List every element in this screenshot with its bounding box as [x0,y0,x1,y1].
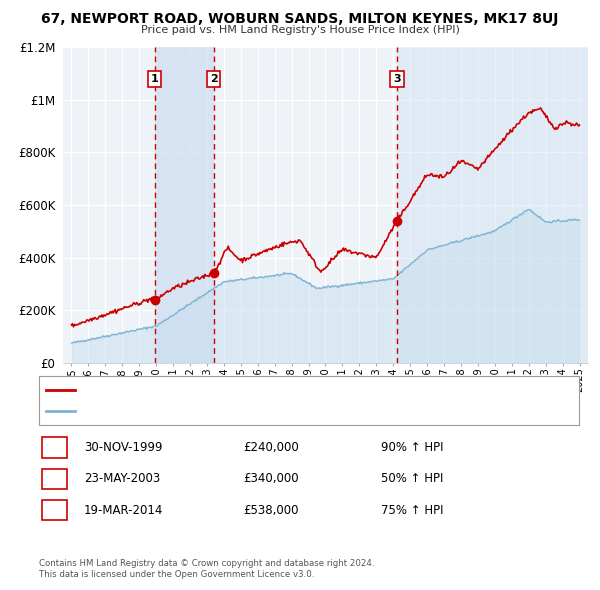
Text: HPI: Average price, detached house, Milton Keynes: HPI: Average price, detached house, Milt… [80,407,329,417]
Text: 30-NOV-1999: 30-NOV-1999 [84,441,163,454]
Text: 67, NEWPORT ROAD, WOBURN SANDS, MILTON KEYNES, MK17 8UJ: 67, NEWPORT ROAD, WOBURN SANDS, MILTON K… [41,12,559,26]
Text: 19-MAR-2014: 19-MAR-2014 [84,503,163,517]
Text: This data is licensed under the Open Government Licence v3.0.: This data is licensed under the Open Gov… [39,570,314,579]
Text: £340,000: £340,000 [243,472,299,486]
Text: £538,000: £538,000 [243,503,299,517]
Text: 2: 2 [50,472,59,486]
Text: 50% ↑ HPI: 50% ↑ HPI [381,472,443,486]
Text: 67, NEWPORT ROAD, WOBURN SANDS, MILTON KEYNES, MK17 8UJ (detached house): 67, NEWPORT ROAD, WOBURN SANDS, MILTON K… [80,385,493,395]
Text: 1: 1 [50,441,59,454]
Text: £240,000: £240,000 [243,441,299,454]
Bar [397,47,588,363]
Text: Contains HM Land Registry data © Crown copyright and database right 2024.: Contains HM Land Registry data © Crown c… [39,559,374,568]
Text: 3: 3 [50,503,59,517]
Text: Price paid vs. HM Land Registry's House Price Index (HPI): Price paid vs. HM Land Registry's House … [140,25,460,35]
Text: 1: 1 [151,74,158,84]
Bar [155,47,214,363]
Text: 23-MAY-2003: 23-MAY-2003 [84,472,160,486]
Text: 90% ↑ HPI: 90% ↑ HPI [381,441,443,454]
Text: 75% ↑ HPI: 75% ↑ HPI [381,503,443,517]
Text: 3: 3 [393,74,401,84]
Text: 2: 2 [209,74,217,84]
